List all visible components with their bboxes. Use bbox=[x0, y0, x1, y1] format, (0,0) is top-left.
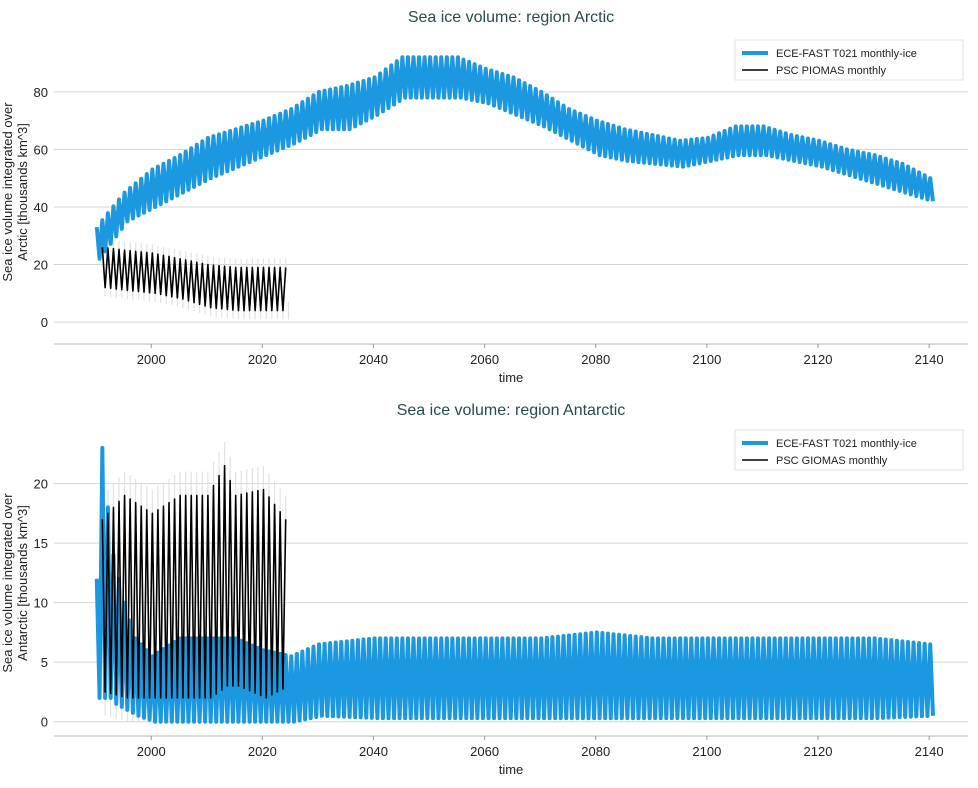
legend: ECE-FAST T021 monthly-ice PSC PIOMAS mont… bbox=[734, 39, 964, 81]
y-tick-label: 0 bbox=[41, 715, 48, 730]
y-tick-label: 60 bbox=[34, 142, 48, 157]
y-tick-label: 5 bbox=[41, 655, 48, 670]
x-tick-label: 2140 bbox=[915, 744, 944, 759]
y-tick-label: 80 bbox=[34, 85, 48, 100]
legend-label: PSC PIOMAS monthly bbox=[776, 65, 887, 77]
x-tick-label: 2120 bbox=[804, 352, 833, 367]
series-line-psc-obs bbox=[101, 464, 287, 699]
x-tick-label: 2020 bbox=[248, 352, 277, 367]
y-tick-label: 40 bbox=[34, 200, 48, 215]
legend-label: PSC GIOMAS monthly bbox=[776, 455, 888, 467]
legend-box bbox=[734, 429, 964, 471]
x-tick-label: 2080 bbox=[581, 744, 610, 759]
series-line-ece-fast bbox=[94, 445, 935, 724]
legend-label: ECE-FAST T021 monthly-ice bbox=[776, 438, 917, 450]
y-tick-label: 15 bbox=[34, 536, 48, 551]
x-tick-label: 2080 bbox=[581, 352, 610, 367]
x-tick-label: 2140 bbox=[915, 352, 944, 367]
x-tick-label: 2100 bbox=[692, 352, 721, 367]
series-line-psc-obs bbox=[101, 247, 287, 312]
x-tick-label: 2020 bbox=[248, 744, 277, 759]
y-tick-label: 10 bbox=[34, 596, 48, 611]
x-tick-label: 2100 bbox=[692, 744, 721, 759]
y-axis-label-line: Arctic [thousands km^3] bbox=[15, 123, 30, 261]
series-line-ece-fast bbox=[94, 55, 935, 261]
subplot-antarctic: Sea ice volume: region Antarctic 0 5 10 15 20… bbox=[0, 402, 968, 777]
x-axis-label: time bbox=[499, 370, 524, 385]
x-tick-label: 2040 bbox=[359, 352, 388, 367]
x-tick-label: 2040 bbox=[359, 744, 388, 759]
x-tick-label: 2060 bbox=[470, 352, 499, 367]
x-axis-label: time bbox=[499, 762, 524, 777]
legend-label: ECE-FAST T021 monthly-ice bbox=[776, 48, 917, 60]
y-axis-label-line: Antarctic [thousands km^3] bbox=[15, 505, 30, 661]
chart-title: Sea ice volume: region Arctic bbox=[408, 9, 614, 26]
subplot-arctic: Sea ice volume: region Arctic02040608020… bbox=[0, 9, 968, 385]
legend-box bbox=[734, 39, 964, 81]
x-tick-label: 2120 bbox=[804, 744, 833, 759]
y-axis-label-line: Sea ice volume integrated over bbox=[0, 493, 15, 673]
y-axis-label-line: Sea ice volume integrated over bbox=[0, 102, 15, 282]
y-tick-label: 20 bbox=[34, 477, 48, 492]
y-axis-label: Sea ice volume integrated overAntarctic … bbox=[0, 493, 30, 673]
x-tick-label: 2000 bbox=[137, 352, 166, 367]
legend: ECE-FAST T021 monthly-ice PSC GIOMAS mont… bbox=[734, 429, 964, 471]
y-tick-label: 20 bbox=[34, 258, 48, 273]
chart-title: Sea ice volume: region Antarctic bbox=[397, 402, 626, 419]
x-tick-label: 2000 bbox=[137, 744, 166, 759]
y-tick-label: 0 bbox=[41, 315, 48, 330]
x-tick-label: 2060 bbox=[470, 744, 499, 759]
y-axis-label: Sea ice volume integrated overArctic [th… bbox=[0, 102, 30, 282]
